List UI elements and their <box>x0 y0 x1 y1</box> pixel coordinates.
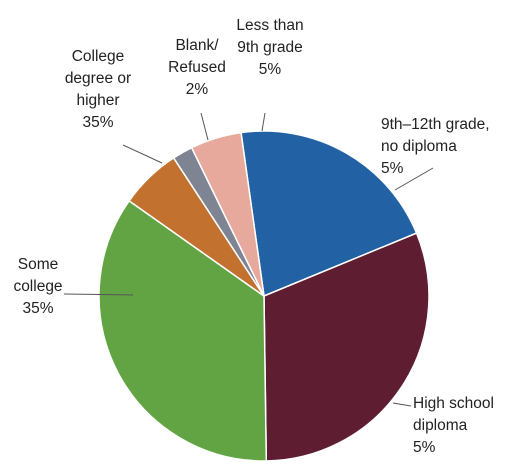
slice-label-3-line-2: higher <box>76 92 119 109</box>
slice-label-1-line-0: High school <box>413 395 494 412</box>
slice-label-0-line-0: 9th–12th grade, <box>381 116 490 133</box>
leader-line-4 <box>200 112 209 141</box>
slice-label-4-line-1: Refused <box>168 59 226 76</box>
leader-line-5 <box>261 112 266 132</box>
slice-label-5: Less than 9th grade 5% <box>236 17 303 78</box>
slice-label-4-line-0: Blank/ <box>175 37 219 54</box>
slice-label-2-line-2: 35% <box>22 300 53 317</box>
pie-slice-5 <box>190 131 265 297</box>
slice-label-0: 9th–12th grade, no diploma 5% <box>381 116 490 177</box>
pie-slice-0 <box>240 130 418 298</box>
slice-label-0-line-2: 5% <box>381 160 404 177</box>
slice-label-3: College degree or higher 35% <box>65 48 131 131</box>
leader-line-2 <box>63 293 134 296</box>
slice-label-4-line-2: 2% <box>186 81 209 98</box>
slice-label-5-line-2: 5% <box>259 61 282 78</box>
leader-line-0 <box>394 167 434 191</box>
slice-label-5-line-1: 9th grade <box>237 39 303 56</box>
slice-label-2: Some college 35% <box>13 256 62 317</box>
leader-line-1 <box>392 402 412 407</box>
slice-label-1: High school diploma 5% <box>413 395 494 456</box>
leader-line-3 <box>122 144 163 164</box>
slice-label-3-line-0: College <box>72 48 125 65</box>
slice-label-2-line-1: college <box>13 278 62 295</box>
pie-slice-1 <box>263 232 430 462</box>
slice-label-1-line-2: 5% <box>413 439 436 456</box>
slice-label-0-line-1: no diploma <box>381 138 457 155</box>
slice-label-2-line-0: Some <box>18 256 59 273</box>
pie-slice-2 <box>98 199 268 462</box>
slice-label-3-line-3: 35% <box>82 114 113 131</box>
slice-label-1-line-1: diploma <box>413 417 468 434</box>
slice-label-5-line-0: Less than <box>236 17 303 34</box>
slice-label-4: Blank/Refused 2% <box>168 37 226 98</box>
slice-label-3-line-1: degree or <box>65 70 131 87</box>
pie-slices <box>98 130 430 462</box>
